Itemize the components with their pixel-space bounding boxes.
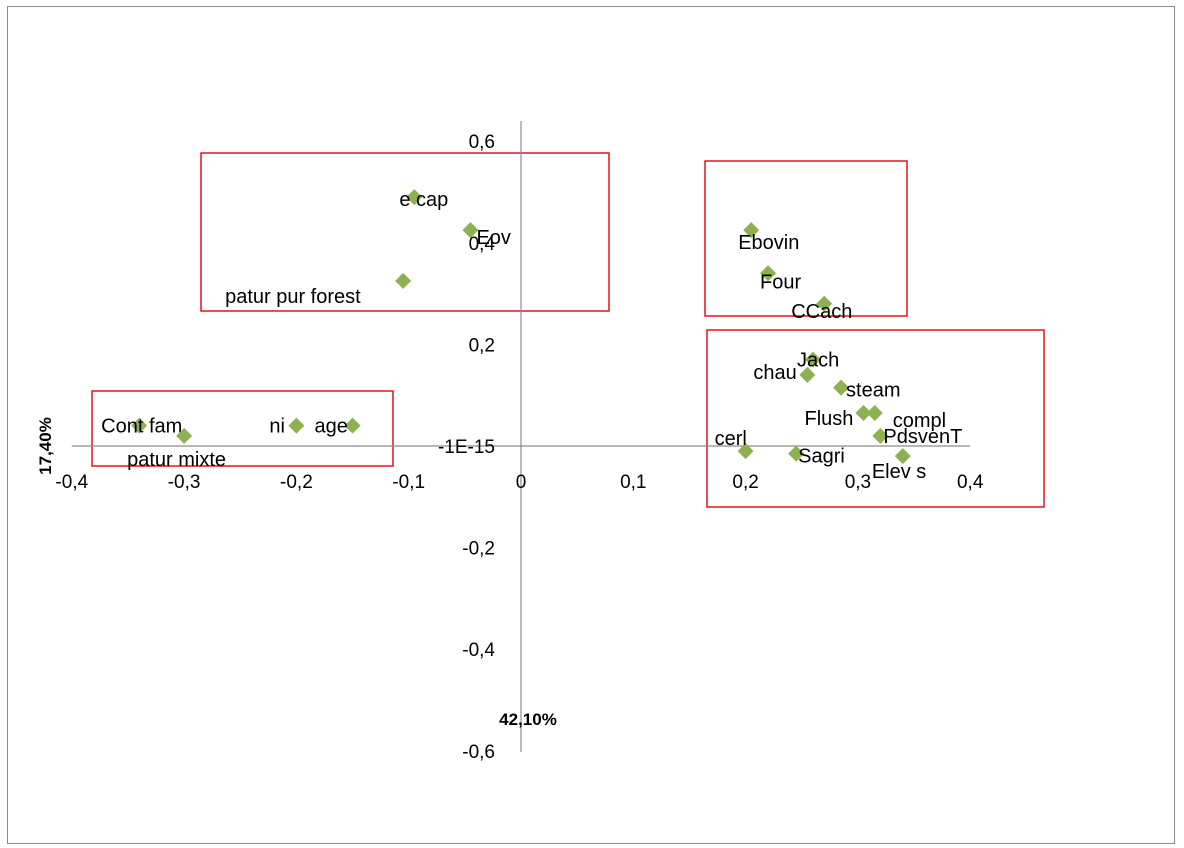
x-tick-label: 0,4	[957, 472, 984, 493]
data-point-label: ni	[269, 416, 285, 438]
data-point-marker	[131, 417, 148, 434]
data-point-marker	[760, 265, 777, 282]
x-tick-label: -0,3	[168, 472, 201, 493]
data-point-label: Jach	[797, 350, 839, 372]
cluster-box-top-left	[200, 152, 610, 312]
data-point-label: Four	[760, 271, 801, 293]
x-tick-label: -0,2	[280, 472, 313, 493]
tick-labels: -0,4 -0,3 -0,2 -0,1 0 0,1 0,2 0,3 0,4 0,6 0,4 0,2 -1…	[55, 132, 983, 763]
x-axis-title: 42,10%	[499, 710, 557, 729]
y-tick-label: -0,4	[462, 640, 495, 661]
cluster-box-bottom-right	[706, 329, 1045, 508]
data-point-label: Eov	[476, 227, 510, 249]
x-tick-label: 0,2	[732, 472, 758, 493]
data-point-marker	[788, 445, 805, 462]
data-point-marker	[804, 351, 821, 368]
x-tick-label: 0	[516, 472, 527, 493]
data-point-marker	[799, 366, 816, 383]
data-point-label: patur mixte	[127, 449, 226, 471]
data-point-marker	[288, 417, 305, 434]
x-tick-label: 0,3	[845, 472, 871, 493]
data-point-marker	[855, 404, 872, 421]
data-point-label: Cont fam	[101, 416, 182, 438]
cluster-box-top-right	[704, 160, 908, 317]
data-point-label: age	[315, 416, 348, 438]
y-tick-label: 0,2	[469, 335, 495, 356]
x-tick-label: -0,4	[55, 472, 88, 493]
data-point-label: PdsvenT	[883, 426, 962, 448]
data-point-label: Sagri	[798, 446, 845, 468]
y-tick-label: 0,6	[469, 132, 495, 153]
data-point-marker	[816, 295, 833, 312]
y-tick-label: -0,2	[462, 539, 495, 560]
chart-area	[7, 6, 1175, 844]
data-point-label: e cap	[399, 189, 448, 211]
data-point-marker	[395, 272, 412, 289]
data-point-marker	[743, 222, 760, 239]
data-point-marker	[462, 222, 479, 239]
data-point-marker	[833, 379, 850, 396]
data-point-label: patur pur forest	[225, 286, 361, 308]
data-point-label: CCach	[791, 301, 852, 323]
data-point-marker	[406, 189, 423, 206]
y-tick-label: 0,4	[469, 234, 496, 255]
y-tick-label: -0,6	[462, 742, 495, 763]
axis-titles: 42,10% 17,40%	[36, 417, 557, 729]
data-points: e cap Eov patur pur forest Cont fam patur mi…	[101, 189, 962, 483]
data-point-label: cerl	[715, 428, 747, 450]
y-axis-title: 17,40%	[36, 417, 55, 475]
y-tick-label: -1E-15	[438, 437, 495, 458]
data-point-label: Flush	[805, 408, 854, 430]
data-point-marker	[176, 427, 193, 444]
data-point-label: chau	[753, 362, 796, 384]
cluster-boxes	[91, 152, 1045, 508]
x-tick-label: 0,1	[620, 472, 646, 493]
data-point-label: Ebovin	[738, 232, 799, 254]
data-point-label: compl	[893, 410, 946, 432]
cluster-box-left	[91, 390, 394, 467]
data-point-label: steam	[846, 380, 900, 402]
data-point-marker	[344, 417, 361, 434]
data-point-label: Elev s	[872, 461, 926, 483]
data-point-marker	[894, 448, 911, 465]
data-point-marker	[866, 404, 883, 421]
x-tick-label: -0,1	[392, 472, 425, 493]
data-point-marker	[737, 443, 754, 460]
data-point-marker	[872, 427, 889, 444]
axes	[71, 121, 970, 752]
